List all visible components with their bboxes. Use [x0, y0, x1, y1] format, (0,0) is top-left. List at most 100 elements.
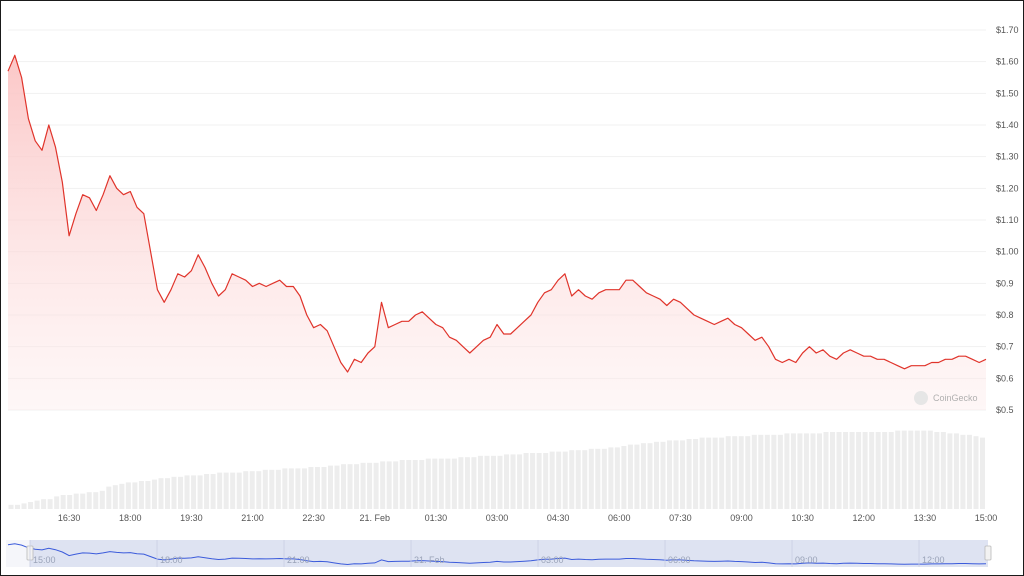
volume-bar [112, 485, 118, 509]
volume-bar [797, 433, 803, 509]
volume-bar [438, 458, 444, 509]
y-axis-ticks: $1.70 $1.60 $1.50 $1.40 $1.30 $1.20 $1.10 $1.00… [996, 25, 1019, 415]
watermark-text: CoinGecko [933, 393, 978, 403]
navigator-tick-label: 06:00 [668, 555, 691, 565]
x-tick-label: 03:00 [486, 513, 509, 523]
x-tick-label: 21. Feb [359, 513, 390, 523]
volume-bar [510, 454, 516, 509]
y-tick-label: $1.00 [996, 247, 1019, 257]
x-tick-label: 10:30 [791, 513, 814, 523]
volume-bar [15, 504, 21, 509]
volume-bar [386, 461, 392, 509]
volume-bar [249, 471, 255, 509]
volume-bar [504, 454, 510, 509]
volume-bar [347, 464, 353, 509]
volume-bar [119, 483, 125, 509]
volume-bar [197, 475, 203, 509]
volume-bar [803, 433, 809, 509]
x-tick-label: 22:30 [302, 513, 325, 523]
volume-bar [125, 482, 131, 509]
volume-bar [882, 432, 888, 509]
volume-bar [67, 495, 73, 509]
volume-bar [862, 432, 868, 509]
x-tick-label: 16:30 [58, 513, 81, 523]
volume-bar [93, 492, 99, 509]
volume-bar [634, 444, 640, 509]
volume-bar [621, 446, 627, 509]
volume-bar [745, 436, 751, 509]
volume-bar [712, 437, 718, 509]
volume-bar [354, 464, 360, 509]
volume-bar [373, 462, 379, 509]
x-tick-label: 01:30 [425, 513, 448, 523]
volume-bar [204, 474, 210, 509]
navigator-tick-label: 12:00 [922, 555, 945, 565]
volume-bar [640, 443, 646, 509]
volume-bar [706, 437, 712, 509]
volume-bar [321, 467, 327, 509]
x-axis-ticks: 16:30 18:00 19:30 21:00 22:30 21. Feb 01:30 03:… [58, 513, 997, 523]
volume-bar [334, 465, 340, 509]
volume-bar [34, 500, 40, 509]
volume-bar [953, 433, 959, 509]
volume-bar [790, 433, 796, 509]
y-tick-label: $1.60 [996, 57, 1019, 67]
volume-bar [80, 493, 86, 509]
volume-bar [758, 434, 764, 509]
volume-bar [673, 440, 679, 509]
volume-bar [940, 432, 946, 509]
volume-bar [582, 450, 588, 509]
volume-bar [732, 436, 738, 509]
volume-bar [823, 432, 829, 509]
volume-bar [210, 474, 216, 509]
volume-bar [556, 451, 562, 509]
volume-bar [549, 451, 555, 509]
volume-bar [751, 434, 757, 509]
navigator-right-handle[interactable] [984, 545, 992, 561]
volume-bar [901, 430, 907, 509]
volume-bar [575, 450, 581, 509]
volume-bar [412, 460, 418, 509]
volume-bar [419, 460, 425, 509]
volume-bar [569, 450, 575, 509]
volume-bar [614, 447, 620, 509]
volume-bars [8, 430, 985, 509]
volume-bar [627, 444, 633, 509]
volume-bar [380, 461, 386, 509]
volume-bar [771, 434, 777, 509]
x-tick-label: 18:00 [119, 513, 142, 523]
navigator[interactable]: 15:00 18:00 21:00 21. Feb 03:00 06:00 09:00 12:… [6, 540, 992, 567]
volume-bar [464, 457, 470, 509]
volume-bar [327, 465, 333, 509]
volume-bar [171, 476, 177, 509]
volume-bar [719, 437, 725, 509]
x-tick-label: 06:00 [608, 513, 631, 523]
x-tick-label: 19:30 [180, 513, 203, 523]
navigator-tick-label: 21. Feb [414, 555, 445, 565]
volume-bar [947, 433, 953, 509]
navigator-tick-label: 09:00 [795, 555, 818, 565]
volume-bar [601, 448, 607, 509]
volume-bar [810, 433, 816, 509]
volume-bar [660, 441, 666, 509]
volume-bar [595, 448, 601, 509]
volume-bar [497, 455, 503, 509]
volume-bar [164, 478, 170, 509]
volume-bar [8, 504, 14, 509]
volume-bar [888, 432, 894, 509]
volume-bar [256, 471, 262, 509]
volume-bar [54, 496, 60, 509]
volume-bar [764, 434, 770, 509]
y-tick-label: $0.8 [996, 310, 1014, 320]
x-tick-label: 12:00 [852, 513, 875, 523]
volume-bar [282, 468, 288, 509]
volume-bar [230, 472, 236, 509]
y-tick-label: $0.7 [996, 342, 1014, 352]
volume-bar [132, 482, 138, 509]
volume-bar [536, 453, 542, 509]
volume-bar [966, 434, 972, 509]
volume-bar [960, 434, 966, 509]
volume-bar [849, 432, 855, 509]
price-area [8, 55, 986, 411]
volume-bar [816, 433, 822, 509]
